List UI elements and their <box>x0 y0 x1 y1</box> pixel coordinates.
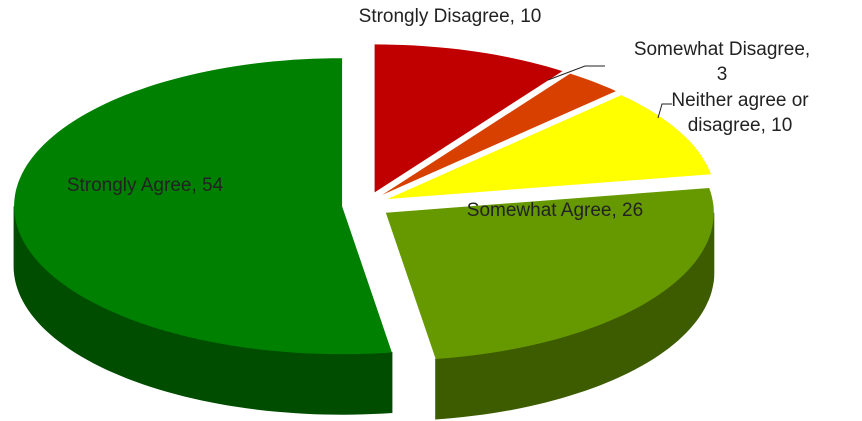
data-label: Neither agree or disagree, 10 <box>671 90 809 136</box>
slice: Somewhat Agree <box>385 188 714 359</box>
pie: Strongly DisagreeSomewhat DisagreeNeithe… <box>13 44 715 420</box>
data-label: Somewhat Disagree, 3 <box>634 39 810 85</box>
data-label-line: Strongly Disagree, 10 <box>359 6 542 27</box>
slice: Strongly Agree <box>14 58 392 355</box>
data-label-line: disagree, 10 <box>688 115 793 136</box>
leader-line <box>657 103 672 119</box>
data-label-line: Somewhat Agree, 26 <box>467 200 643 221</box>
slice: Neither agree or disagree <box>387 95 711 199</box>
data-label: Strongly Agree, 54 <box>67 175 224 196</box>
slice-side <box>435 212 715 420</box>
slice: Strongly Disagree <box>374 44 563 193</box>
data-label-line: Neither agree or <box>671 90 809 111</box>
leader-line <box>547 65 605 81</box>
slice: Somewhat Disagree <box>382 73 616 195</box>
data-label-line: 3 <box>717 64 728 85</box>
data-label-line: Somewhat Disagree, <box>634 39 810 60</box>
slice-side <box>13 206 393 415</box>
data-label: Somewhat Agree, 26 <box>467 200 643 221</box>
data-label-line: Strongly Agree, 54 <box>67 175 224 196</box>
data-label: Strongly Disagree, 10 <box>359 6 542 27</box>
